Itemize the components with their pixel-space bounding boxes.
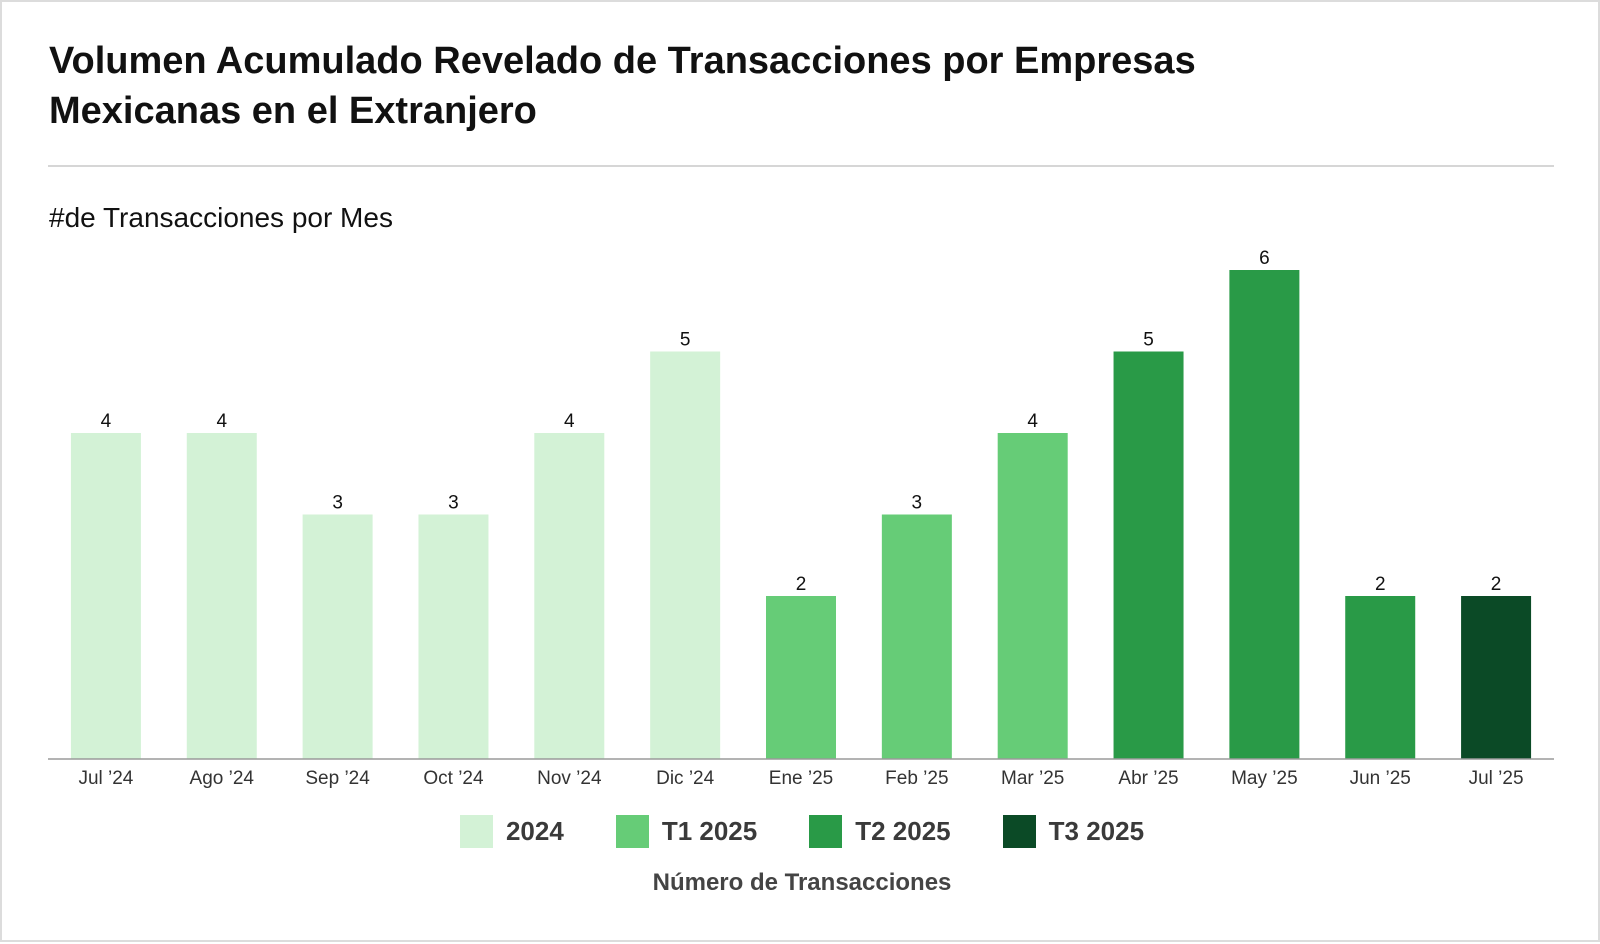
legend-swatch <box>809 814 843 848</box>
legend-item: T3 2025 <box>1002 814 1145 848</box>
bar-8 <box>997 433 1068 759</box>
legend-item: T2 2025 <box>809 814 951 848</box>
legend-swatch <box>615 814 649 848</box>
bar-7 <box>881 514 952 759</box>
bar-value-label: 3 <box>912 493 923 514</box>
legend-label: 2024 <box>505 815 564 846</box>
legend-swatch <box>459 814 493 848</box>
bar-value-label: 4 <box>1027 411 1038 432</box>
bar-value-label: 5 <box>1143 330 1154 351</box>
bar-value-label: 6 <box>1259 248 1270 269</box>
legend-label: T2 2025 <box>855 815 951 846</box>
x-tick-label: Feb ’25 <box>885 768 948 789</box>
bar-value-label: 4 <box>101 411 112 432</box>
chart-subtitle: #de Transacciones por Mes <box>49 202 393 233</box>
x-tick-label: Ago ’24 <box>190 768 255 789</box>
legend-label: T1 2025 <box>661 815 758 846</box>
x-tick-label: Sep ’24 <box>305 768 370 789</box>
bar-10 <box>1229 270 1300 759</box>
bar-value-label: 3 <box>332 493 343 514</box>
bar-value-label: 3 <box>448 493 459 514</box>
bar-0 <box>70 433 141 759</box>
x-tick-label: Oct ’24 <box>423 768 484 789</box>
x-tick-label: Abr ’25 <box>1118 768 1178 789</box>
x-tick-label: Ene ’25 <box>769 768 833 789</box>
x-tick-label: Nov ’24 <box>537 768 602 789</box>
bar-value-label: 4 <box>564 411 575 432</box>
x-tick-label: Jul ’25 <box>1469 768 1524 789</box>
x-tick-label: Jun ’25 <box>1350 768 1411 789</box>
x-tick-label: Jul ’24 <box>78 768 133 789</box>
legend-label: T3 2025 <box>1048 815 1145 846</box>
x-tick-label: Mar ’25 <box>1001 768 1064 789</box>
bar-4 <box>534 433 605 759</box>
bar-3 <box>418 514 489 759</box>
x-tick-label: May ’25 <box>1231 768 1298 789</box>
x-tick-label: Dic ’24 <box>656 768 715 789</box>
bar-value-label: 2 <box>796 574 807 595</box>
bar-9 <box>1113 351 1184 759</box>
bar-value-label: 2 <box>1491 574 1502 595</box>
chart-title: Volumen Acumulado Revelado de Transaccio… <box>49 40 1196 132</box>
bar-12 <box>1461 596 1532 759</box>
bar-11 <box>1345 596 1416 759</box>
chart-legend: 2024 T1 2025 T2 2025 T3 2025 <box>2 814 1600 848</box>
bar-2 <box>302 514 373 759</box>
bar-value-label: 5 <box>680 330 691 351</box>
bar-value-label: 2 <box>1375 574 1386 595</box>
legend-item: 2024 <box>459 814 564 848</box>
title-divider <box>48 165 1554 167</box>
legend-item: T1 2025 <box>615 814 758 848</box>
bar-6 <box>766 596 836 759</box>
legend-swatch <box>1002 814 1036 848</box>
bar-value-label: 4 <box>216 411 227 432</box>
bar-1 <box>186 433 257 759</box>
x-axis-title: Número de Transacciones <box>652 869 952 896</box>
bar-5 <box>650 351 721 759</box>
